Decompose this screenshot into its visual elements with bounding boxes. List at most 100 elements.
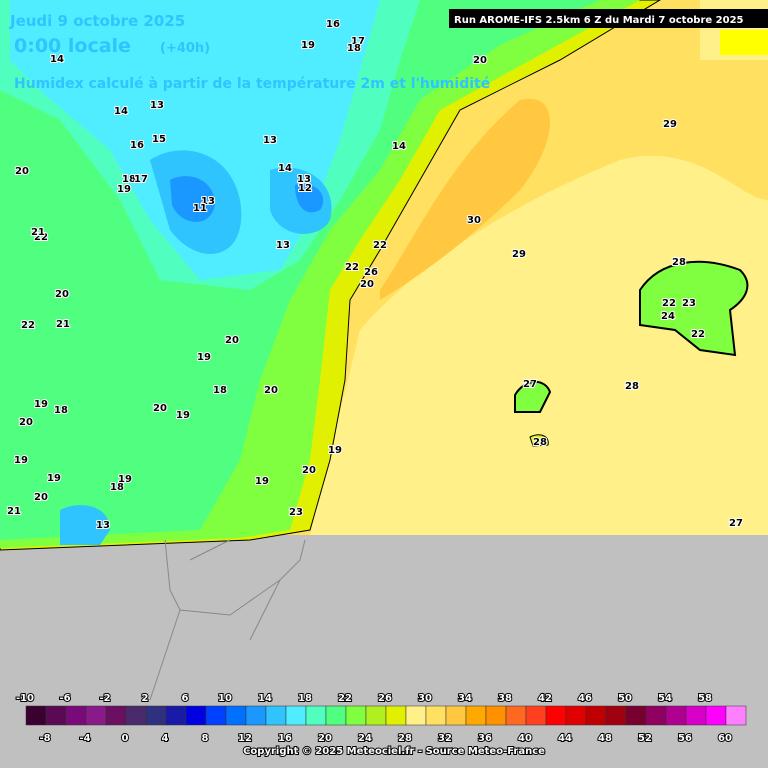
map-value-label: 14: [392, 141, 406, 152]
color-swatch: [345, 705, 367, 726]
color-swatch: [665, 705, 687, 726]
color-swatch: [265, 705, 287, 726]
sea-30: [380, 98, 550, 300]
map-value-label: 28: [533, 437, 547, 448]
map-value-label: 14: [278, 163, 292, 174]
colorbar-tick-label: 2: [142, 693, 149, 704]
color-swatch: [685, 705, 707, 726]
colorbar-tick-label: 12: [238, 733, 252, 744]
land-14: [150, 150, 332, 254]
colorbar-tick-label: 28: [398, 733, 412, 744]
colorbar-tick-label: 8: [202, 733, 209, 744]
run-box: [449, 9, 768, 28]
map-value-label: 19: [176, 410, 190, 421]
color-swatch: [365, 705, 387, 726]
colorbar-tick-label: 16: [278, 733, 292, 744]
colorbar-tick-label: 18: [298, 693, 312, 704]
colorbar-tick-label: 34: [458, 693, 472, 704]
map-value-label: 20: [360, 279, 374, 290]
map-value-label: 14: [50, 54, 64, 65]
map-value-label: 20: [19, 417, 33, 428]
map-value-label: 30: [467, 215, 481, 226]
time: 0:00 locale: [14, 35, 131, 57]
color-swatch: [705, 705, 727, 726]
map-value-label: 19: [47, 473, 61, 484]
map-value-label: 19: [197, 352, 211, 363]
map-value-label: 20: [153, 403, 167, 414]
date: Jeudi 9 octobre 2025: [9, 12, 185, 30]
sea-28: [310, 155, 768, 535]
color-swatch: [505, 705, 527, 726]
map-value-label: 24: [661, 311, 675, 322]
color-swatch: [525, 705, 547, 726]
color-swatch: [465, 705, 487, 726]
map-value-label: 27: [523, 379, 537, 390]
map-value-label: 22: [21, 320, 35, 331]
run-label: Run AROME-IFS 2.5km 6 Z du Mardi 7 octob…: [454, 15, 744, 26]
map-value-label: 18: [347, 43, 361, 54]
footer: Copyright © 2025 Meteociel.fr - Source M…: [243, 746, 545, 757]
color-swatch: [325, 705, 347, 726]
colorbar-tick-label: 20: [318, 733, 332, 744]
map-value-label: 20: [15, 166, 29, 177]
map-value-label: 18: [122, 174, 136, 185]
color-swatch: [425, 705, 447, 726]
colorbar-tick-label: 50: [618, 693, 632, 704]
map-value-label: 16: [130, 140, 144, 151]
map-value-label: 29: [663, 119, 677, 130]
map-value-label: 23: [682, 298, 696, 309]
color-swatch: [105, 705, 127, 726]
border-lines: [149, 539, 306, 701]
colorbar-tick-label: 42: [538, 693, 552, 704]
color-swatch: [185, 705, 207, 726]
map-value-label: 26: [364, 267, 378, 278]
land-ne-hot: [720, 30, 768, 55]
map-value-label: 22: [373, 240, 387, 251]
color-swatch: [725, 705, 747, 726]
map-value-label: 21: [31, 227, 45, 238]
colorbar-tick-label: 38: [498, 693, 512, 704]
colorbar-tick-label: 14: [258, 693, 272, 704]
colorbar-tick-label: 60: [718, 733, 732, 744]
color-swatch: [485, 705, 507, 726]
color-swatch: [565, 705, 587, 726]
map-value-label: 22: [662, 298, 676, 309]
color-swatch: [45, 705, 67, 726]
color-swatch: [545, 705, 567, 726]
colorbar-tick-label: 44: [558, 733, 572, 744]
subtitle: Humidex calculé à partir de la températu…: [14, 76, 490, 92]
colorbar-tick-label: 46: [578, 693, 592, 704]
colorbar-tick-label: 52: [638, 733, 652, 744]
colorbar-tick-label: 26: [378, 693, 392, 704]
map-value-label: 22: [34, 232, 48, 243]
colorbar-tick-label: 32: [438, 733, 452, 744]
map-value-label: 13: [201, 196, 215, 207]
colorbar: -10-8-6-4-202468101214161820222426283032…: [15, 692, 747, 745]
map-value-label: 18: [110, 482, 124, 493]
island-formentera: [529, 434, 549, 447]
lead: (+40h): [160, 41, 210, 56]
color-swatch: [305, 705, 327, 726]
color-swatch: [605, 705, 627, 726]
colorbar-tick-label: 58: [698, 693, 712, 704]
color-swatch: [25, 705, 47, 726]
color-swatch: [165, 705, 187, 726]
map-value-label: 28: [625, 381, 639, 392]
map-value-label: 18: [54, 405, 68, 416]
map-value-label: 19: [118, 474, 132, 485]
map-value-label: 19: [328, 445, 342, 456]
colorbar-tick-label: 30: [418, 693, 432, 704]
map-value-label: 22: [691, 329, 705, 340]
map-value-label: 11: [193, 203, 207, 214]
colorbar-tick-label: -10: [16, 693, 34, 704]
map-value-label: 19: [255, 476, 269, 487]
colorbar-tick-label: 48: [598, 733, 612, 744]
map-value-label: 20: [225, 335, 239, 346]
map-value-label: 12: [298, 183, 312, 194]
colorbar-tick-label: 4: [162, 733, 169, 744]
colorbar-tick-label: -6: [59, 693, 70, 704]
colorbar-tick-label: 40: [518, 733, 532, 744]
color-swatch: [205, 705, 227, 726]
map-value-label: 13: [276, 240, 290, 251]
map-value-label: 20: [302, 465, 316, 476]
